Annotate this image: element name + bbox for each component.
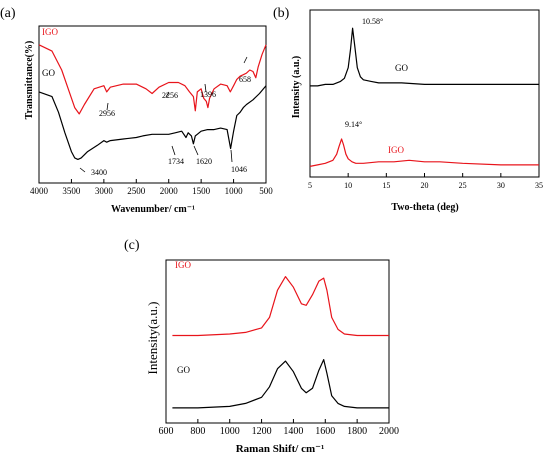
x-tick-label: 30 (497, 181, 505, 190)
x-tick-label: 1400 (283, 426, 303, 437)
series-line-go (310, 27, 539, 87)
x-tick-label: 600 (159, 426, 174, 437)
series-line-go (172, 359, 389, 409)
annotation-arrow (165, 91, 170, 98)
panel-a-label: (a) (0, 6, 16, 21)
annotation-arrow (230, 149, 233, 163)
plot-frame (309, 9, 540, 178)
plot-b: 5 10 15 20 25 30 35 GO IGO 10.58° 9.14° (308, 9, 543, 190)
series-label-igo: IGO (175, 260, 191, 270)
x-tick-label: 500 (259, 186, 273, 196)
x-tick-label: 25 (459, 181, 467, 190)
x-tick-label: 1200 (252, 426, 272, 437)
plot-c: 600 800 1000 1200 1400 1600 1800 2000 IGO GO (159, 259, 399, 437)
peak-annotation: 1396 (200, 90, 216, 99)
x-tick-label: 10 (344, 181, 352, 190)
peak-annotation: 10.58° (362, 17, 383, 26)
x-tick-label: 3000 (95, 186, 114, 196)
x-tick-label: 1800 (347, 426, 367, 437)
panel-c-xlabel: Raman Shift/ cm⁻¹ (236, 443, 325, 455)
series-label-go: GO (42, 68, 55, 78)
annotation-arrow (171, 145, 176, 156)
peak-annotation: 1620 (196, 157, 212, 166)
panel-b-xlabel: Two-theta (deg) (391, 202, 458, 213)
x-tick-label: 2000 (379, 426, 399, 437)
annotation-arrow (106, 102, 109, 111)
peak-annotation: 2956 (99, 109, 115, 118)
plot-a: 4000 3500 3000 2500 2000 1500 1000 500 IGO GO 2956… (30, 25, 273, 196)
x-tick-label: 800 (190, 426, 205, 437)
panel-b-ylabel: Intensity (a.u.) (291, 56, 302, 119)
series-line-igo (309, 138, 539, 167)
annotation-arrow (79, 167, 86, 173)
plot-frame (165, 259, 390, 424)
x-tick-label: 5 (308, 181, 312, 190)
series-line-go (38, 85, 267, 160)
panel-b: (b) 5 10 15 20 25 30 35 GO IGO 10.58° 9.14° Two-th… (273, 6, 543, 213)
series-line-igo (38, 44, 267, 115)
x-tick-label: 15 (382, 181, 390, 190)
plot-frame (38, 25, 267, 184)
x-tick-label: 3500 (62, 186, 81, 196)
x-tick-label: 1000 (225, 186, 244, 196)
x-tick-label: 1600 (315, 426, 335, 437)
peak-annotation: 658 (239, 75, 251, 84)
panel-c-label: (c) (124, 238, 140, 253)
series-line-igo (172, 276, 389, 337)
peak-annotation: 1734 (168, 157, 184, 166)
peak-annotation: 3400 (91, 168, 107, 177)
annotation-arrow (193, 145, 199, 156)
x-tick-label: 2000 (160, 186, 179, 196)
x-tick-label: 1500 (192, 186, 211, 196)
panel-c: (c) 600 800 1000 1200 1400 1600 1800 2000IGOGO … (124, 238, 399, 455)
panel-a: (a) 4000 3500 3000 2500 2000 1500 1000 500 IGO GO… (0, 6, 273, 215)
panel-a-xlabel: Wavenumber/ cm⁻¹ (111, 204, 195, 215)
peak-annotation: 9.14° (345, 120, 362, 129)
x-tick-label: 1000 (220, 426, 240, 437)
series-label-igo: IGO (42, 27, 58, 37)
x-tick-label: 2500 (127, 186, 146, 196)
series-label-go: GO (177, 365, 190, 375)
x-tick-label: 35 (535, 181, 543, 190)
annotation-arrow (243, 56, 248, 64)
annotation-arrow (204, 83, 207, 93)
panel-b-label: (b) (273, 6, 290, 21)
peak-annotation: 1046 (231, 165, 247, 174)
panel-c-ylabel: Intensity(a.u.) (145, 302, 160, 375)
series-label-igo: IGO (388, 145, 404, 155)
series-label-go: GO (395, 63, 408, 73)
x-tick-label: 20 (421, 181, 429, 190)
peak-annotation: 2256 (162, 91, 178, 100)
panel-a-ylabel: Transmittance(%) (24, 41, 35, 120)
x-tick-label: 4000 (30, 186, 49, 196)
